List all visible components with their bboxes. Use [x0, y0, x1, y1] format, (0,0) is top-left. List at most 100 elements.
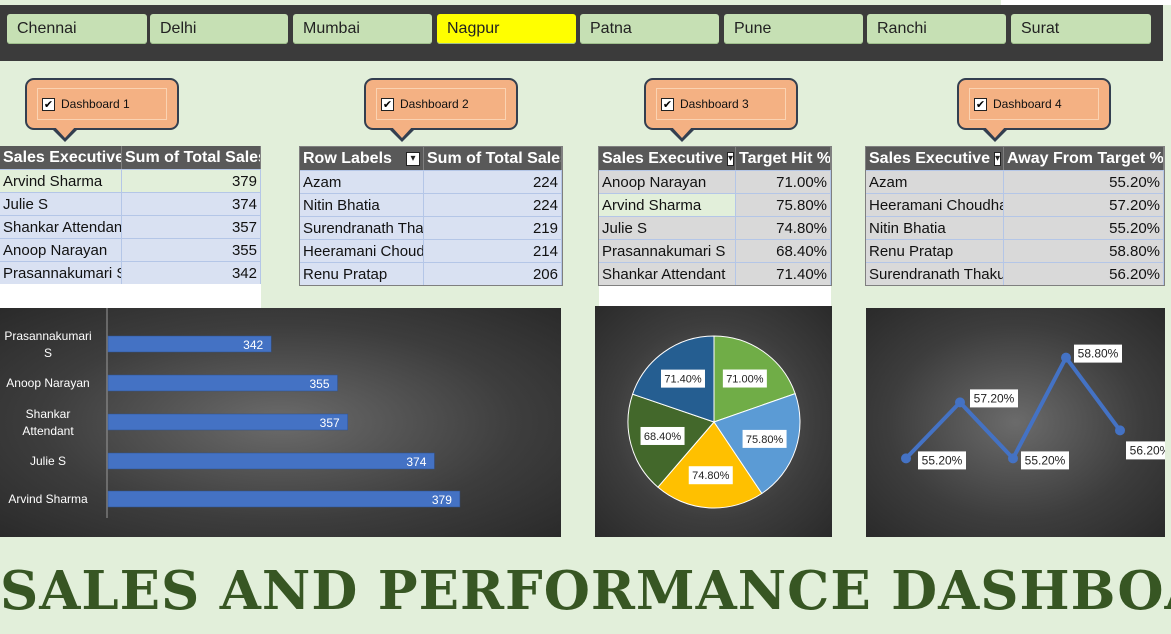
dashboard-1-checkbox[interactable]: ✔ — [42, 97, 55, 111]
table-row: Julie S 374 — [0, 192, 261, 215]
table-cell[interactable]: Surendranath Thakur — [866, 263, 1004, 285]
bar-group: 379 Arvind Sharma — [8, 490, 461, 508]
pivot-header: Sales Executive ▾ Away From Target % — [866, 147, 1164, 170]
dashboard-2-checkbox[interactable]: ✔ — [381, 97, 394, 111]
slicer-item-nagpur[interactable]: Nagpur — [437, 14, 576, 44]
table-cell[interactable]: 56.20% — [1004, 263, 1164, 285]
table-cell[interactable]: Julie S — [0, 193, 122, 215]
bar-category-label: Anoop Narayan — [6, 376, 89, 390]
table-cell[interactable]: 55.20% — [1004, 171, 1164, 193]
table-cell[interactable]: Nitin Bhatia — [300, 194, 424, 216]
table-cell[interactable]: Azam — [300, 171, 424, 193]
table-cell[interactable]: 57.20% — [1004, 194, 1164, 216]
table-cell[interactable]: 68.40% — [736, 240, 831, 262]
filter-icon[interactable]: ▾ — [406, 151, 420, 166]
table-row: Arvind Sharma 75.80% — [599, 193, 831, 216]
table-cell[interactable]: Nitin Bhatia — [866, 217, 1004, 239]
slicer-item-mumbai[interactable]: Mumbai — [293, 14, 432, 44]
line-label-box — [970, 389, 1018, 408]
pie-data-label: 71.00% — [722, 369, 767, 388]
pie-label-text: 74.80% — [692, 470, 730, 482]
slicer-item-surat[interactable]: Surat — [1011, 14, 1151, 44]
pie-chart-panel[interactable]: 71.00% 75.80% 74.80% 68.40% 71.40% — [595, 306, 832, 537]
table-cell[interactable]: Arvind Sharma — [0, 170, 122, 192]
dashboard-4-checkbox[interactable]: ✔ — [974, 97, 987, 111]
pie-data-label: 75.80% — [742, 429, 787, 448]
table-row: Azam 224 — [300, 170, 562, 193]
table-cell[interactable]: 71.40% — [736, 263, 831, 285]
line-data-label: 58.80% — [1074, 344, 1122, 363]
table-cell[interactable]: 219 — [424, 217, 562, 239]
line-chart: 55.20% 57.20% 55.20% 58.80% 56.20% — [901, 344, 1171, 470]
table-row: Julie S 74.80% — [599, 216, 831, 239]
column-header: Sales Executive — [602, 149, 723, 167]
bar — [107, 374, 338, 392]
table-cell[interactable]: Anoop Narayan — [0, 239, 122, 261]
line-chart-panel[interactable]: 55.20% 57.20% 55.20% 58.80% 56.20% — [866, 308, 1171, 537]
table-row: Renu Pratap 58.80% — [866, 239, 1164, 262]
table-cell[interactable]: Shankar Attendant — [0, 216, 122, 238]
table-cell[interactable]: 58.80% — [1004, 240, 1164, 262]
slicer-item-chennai[interactable]: Chennai — [7, 14, 147, 44]
table-cell[interactable]: 355 — [122, 239, 261, 261]
line-data-label: 55.20% — [918, 451, 966, 470]
table-cell[interactable]: Prasannakumari S — [0, 262, 122, 284]
pie-data-label: 71.40% — [660, 369, 705, 388]
bar-value-label: 379 — [432, 493, 452, 507]
filter-icon[interactable]: ▾ — [993, 151, 1001, 166]
column-header: Sum of Total Sales — [125, 148, 261, 166]
pie-label-text: 71.40% — [664, 374, 702, 386]
bar-group: 374 Julie S — [30, 452, 435, 470]
table-cell[interactable]: Azam — [866, 171, 1004, 193]
bar-category-label: Shankar Attendant — [22, 407, 74, 438]
slicer-item-patna[interactable]: Patna — [580, 14, 719, 44]
table-cell[interactable]: 214 — [424, 240, 562, 262]
dashboard-4-callout: ✔ Dashboard 4 — [957, 78, 1111, 142]
table-cell[interactable]: 74.80% — [736, 217, 831, 239]
dashboard-1-label: Dashboard 1 — [61, 97, 130, 111]
table-cell[interactable]: 206 — [424, 263, 562, 285]
table-cell[interactable]: Prasannakumari S — [599, 240, 736, 262]
table-cell[interactable]: 55.20% — [1004, 217, 1164, 239]
table-cell[interactable]: 379 — [122, 170, 261, 192]
line-data-label: 56.20% — [1126, 441, 1171, 460]
pivot-table-away-from-target: Sales Executive ▾ Away From Target % Azam… — [865, 146, 1165, 286]
table-cell[interactable]: Surendranath Thakur — [300, 217, 424, 239]
table-cell[interactable]: Julie S — [599, 217, 736, 239]
table-row: Anoop Narayan 71.00% — [599, 170, 831, 193]
table-cell[interactable]: 75.80% — [736, 194, 831, 216]
line-marker — [955, 397, 965, 408]
table-cell[interactable]: Renu Pratap — [866, 240, 1004, 262]
line-label-box — [1074, 344, 1122, 363]
table-cell[interactable]: 224 — [424, 194, 562, 216]
pivot-table-total-sales-2: Row Labels ▾ Sum of Total Sales Azam 224 … — [299, 146, 563, 286]
pie-label-box — [660, 369, 705, 388]
pie-slice — [657, 421, 763, 509]
slicer-item-pune[interactable]: Pune — [724, 14, 863, 44]
table-cell[interactable]: 71.00% — [736, 171, 831, 193]
table-row: Anoop Narayan 355 — [0, 238, 261, 261]
pivot-table-target-hit: Sales Executive ▾ Target Hit % Anoop Nara… — [598, 146, 832, 286]
bar — [107, 452, 435, 470]
slicer-item-delhi[interactable]: Delhi — [150, 14, 288, 44]
table-cell[interactable]: Shankar Attendant — [599, 263, 736, 285]
dashboard-3-checkbox[interactable]: ✔ — [661, 97, 674, 111]
table-cell[interactable]: 224 — [424, 171, 562, 193]
column-header: Sales Executive — [3, 148, 122, 166]
pie-label-box — [742, 429, 787, 448]
table-cell[interactable]: Renu Pratap — [300, 263, 424, 285]
bar-group: 342 Prasannakumari S — [4, 329, 272, 360]
table-cell[interactable]: 374 — [122, 193, 261, 215]
table-cell[interactable]: Anoop Narayan — [599, 171, 736, 193]
table-cell[interactable]: Heeramani Choudhary — [300, 240, 424, 262]
table-cell[interactable]: 357 — [122, 216, 261, 238]
table-cell[interactable]: Arvind Sharma — [599, 194, 736, 216]
bar-chart-panel[interactable]: 342 Prasannakumari S 355 Anoop Narayan 357 Sha… — [0, 308, 561, 537]
slicer-item-ranchi[interactable]: Ranchi — [867, 14, 1006, 44]
table-row: Surendranath Thakur 56.20% — [866, 262, 1164, 285]
table-cell[interactable]: Heeramani Choudhary — [866, 194, 1004, 216]
column-header: Row Labels — [303, 149, 392, 167]
filter-icon[interactable]: ▾ — [726, 151, 734, 166]
table-cell[interactable]: 342 — [122, 262, 261, 284]
dashboard-title: SALES AND PERFORMANCE DASHBOARD — [0, 560, 1171, 622]
